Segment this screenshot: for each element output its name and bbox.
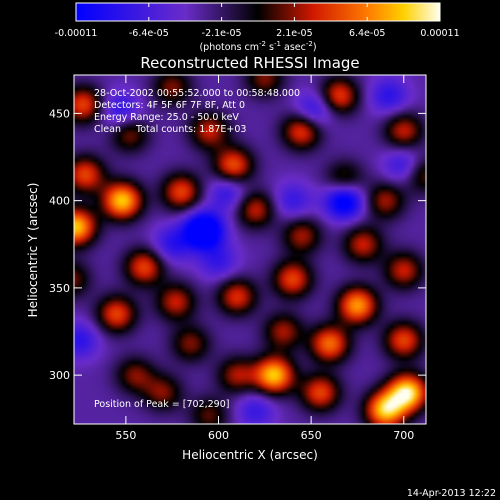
heatmap-area (74, 75, 426, 424)
chart-title: Reconstructed RHESSI Image (140, 54, 359, 72)
y-tick-label: 350 (49, 282, 70, 295)
y-axis-label: Heliocentric Y (arcsec) (26, 183, 40, 318)
colorbar-tick-label: 2.1e-05 (276, 28, 312, 39)
footer-timestamp: 14-Apr-2013 12:22 (407, 488, 496, 499)
annotation-clean-counts: Clean Total counts: 1.87E+03 (94, 124, 246, 135)
plot-frame (73, 74, 427, 425)
axis-ticks: 550 600 650 700 300 350 400 450 (49, 75, 426, 442)
annotation-detectors: Detectors: 4F 5F 6F 7F 8F, Att 0 (94, 100, 245, 111)
colorbar-tick-label: 0.00011 (420, 28, 459, 39)
y-tick-label: 300 (49, 369, 70, 382)
colorbar (75, 2, 441, 22)
colorbar-label: (photons cm-2 s-1 asec-2) (199, 40, 316, 53)
heatmap-image (74, 75, 426, 424)
peak-position-label: Position of Peak = [702,290] (94, 399, 229, 410)
annotation-time-range: 28-Oct-2002 00:55:52.000 to 00:58:48.000 (94, 88, 300, 99)
colorbar-tick-label: -6.4e-05 (129, 28, 169, 39)
colorbar-ticks: -0.00011 -6.4e-05 -2.1e-05 2.1e-05 6.4e-05 0.… (55, 3, 460, 39)
y-tick-label: 400 (49, 195, 70, 208)
colorbar-tick-label: -2.1e-05 (202, 28, 242, 39)
annotation-energy-range: Energy Range: 25.0 - 50.0 keV (94, 112, 239, 123)
x-tick-label: 600 (208, 429, 229, 442)
colorbar-tick-label: 6.4e-05 (349, 28, 385, 39)
x-tick-label: 550 (115, 429, 136, 442)
x-axis-label: Heliocentric X (arcsec) (182, 448, 318, 462)
y-tick-label: 450 (49, 107, 70, 120)
x-tick-label: 700 (393, 429, 414, 442)
info-annotations: 28-Oct-2002 00:55:52.000 to 00:58:48.000… (94, 88, 300, 135)
colorbar-tick-label: -0.00011 (55, 28, 98, 39)
x-tick-label: 650 (301, 429, 322, 442)
